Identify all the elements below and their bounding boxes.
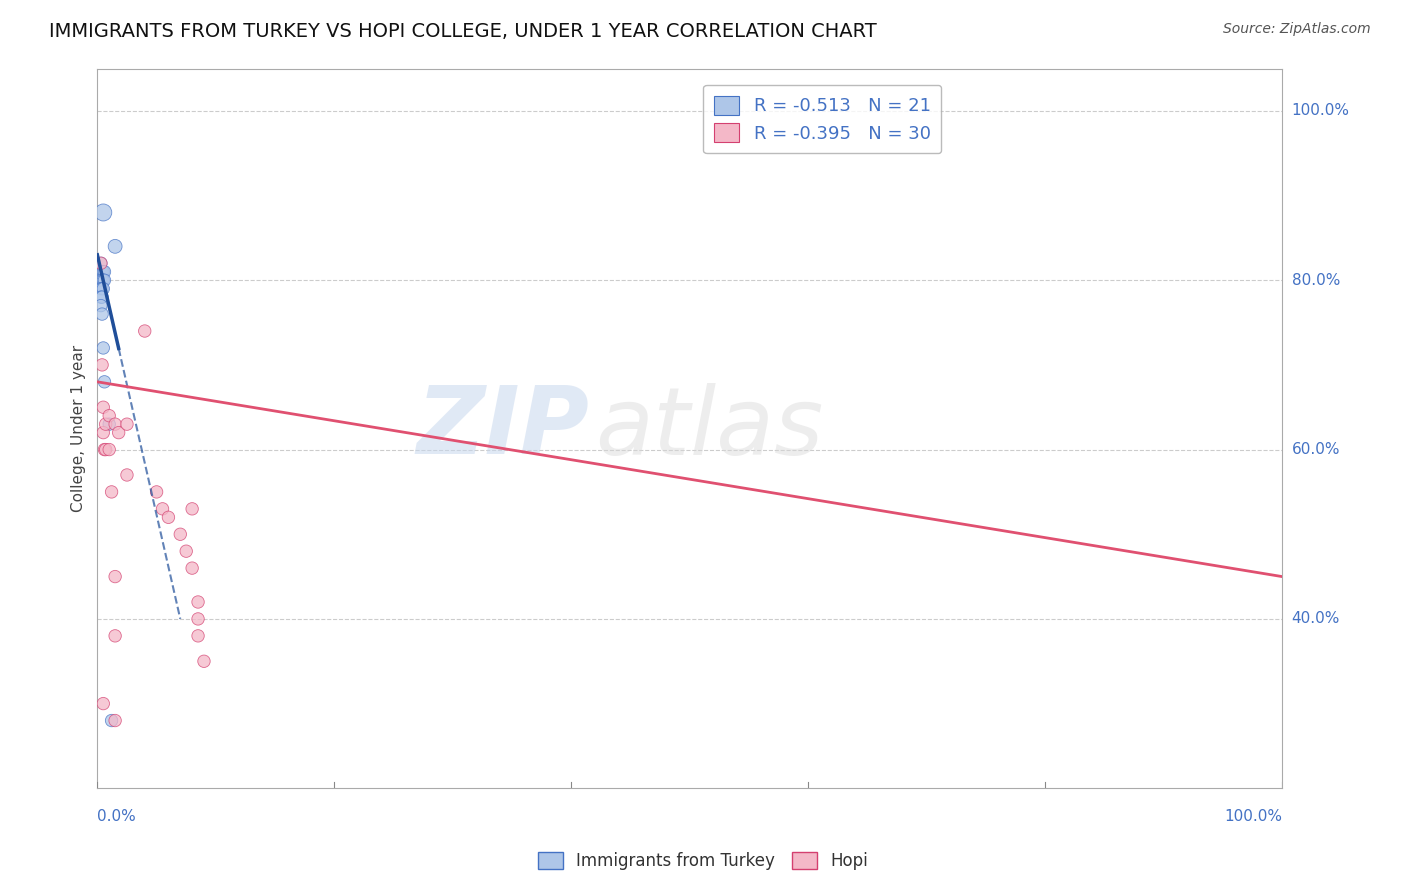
Point bbox=[90, 290, 112, 304]
Point bbox=[134, 324, 156, 338]
Point bbox=[90, 256, 112, 270]
Point bbox=[91, 290, 114, 304]
Point bbox=[98, 417, 121, 432]
Point bbox=[90, 256, 112, 270]
Text: IMMIGRANTS FROM TURKEY VS HOPI COLLEGE, UNDER 1 YEAR CORRELATION CHART: IMMIGRANTS FROM TURKEY VS HOPI COLLEGE, … bbox=[49, 22, 877, 41]
Text: 0.0%: 0.0% bbox=[97, 809, 136, 824]
Point bbox=[181, 501, 204, 516]
Point bbox=[93, 375, 115, 389]
Point bbox=[91, 273, 114, 287]
Point bbox=[152, 501, 174, 516]
Point bbox=[93, 265, 115, 279]
Point bbox=[91, 307, 114, 321]
Point bbox=[91, 273, 114, 287]
Point bbox=[100, 484, 122, 499]
Point bbox=[90, 299, 112, 313]
Text: 40.0%: 40.0% bbox=[1292, 611, 1340, 626]
Point bbox=[91, 401, 114, 415]
Legend: Immigrants from Turkey, Hopi: Immigrants from Turkey, Hopi bbox=[531, 845, 875, 877]
Point bbox=[91, 282, 114, 296]
Point bbox=[174, 544, 197, 558]
Point bbox=[187, 612, 209, 626]
Text: Source: ZipAtlas.com: Source: ZipAtlas.com bbox=[1223, 22, 1371, 37]
Point bbox=[104, 629, 127, 643]
Text: 100.0%: 100.0% bbox=[1225, 809, 1282, 824]
Point bbox=[104, 239, 127, 253]
Legend: R = -0.513   N = 21, R = -0.395   N = 30: R = -0.513 N = 21, R = -0.395 N = 30 bbox=[703, 85, 942, 153]
Point bbox=[91, 358, 114, 372]
Point bbox=[91, 697, 114, 711]
Point bbox=[91, 265, 114, 279]
Point bbox=[93, 442, 115, 457]
Point bbox=[90, 273, 112, 287]
Point bbox=[104, 714, 127, 728]
Point bbox=[90, 282, 112, 296]
Point bbox=[98, 409, 121, 423]
Point bbox=[91, 425, 114, 440]
Point bbox=[193, 654, 215, 668]
Point bbox=[91, 265, 114, 279]
Point bbox=[115, 417, 138, 432]
Point bbox=[181, 561, 204, 575]
Point bbox=[104, 569, 127, 583]
Point bbox=[91, 205, 114, 219]
Text: 60.0%: 60.0% bbox=[1292, 442, 1340, 457]
Point bbox=[100, 714, 122, 728]
Text: atlas: atlas bbox=[595, 383, 823, 474]
Point bbox=[187, 629, 209, 643]
Point bbox=[94, 417, 117, 432]
Point bbox=[115, 467, 138, 482]
Point bbox=[157, 510, 180, 524]
Y-axis label: College, Under 1 year: College, Under 1 year bbox=[72, 345, 86, 512]
Point bbox=[107, 425, 129, 440]
Text: 80.0%: 80.0% bbox=[1292, 273, 1340, 288]
Point bbox=[93, 273, 115, 287]
Point bbox=[94, 442, 117, 457]
Point bbox=[91, 341, 114, 355]
Point bbox=[145, 484, 167, 499]
Point bbox=[98, 442, 121, 457]
Text: ZIP: ZIP bbox=[416, 383, 589, 475]
Text: 100.0%: 100.0% bbox=[1292, 103, 1350, 119]
Point bbox=[104, 417, 127, 432]
Point bbox=[187, 595, 209, 609]
Point bbox=[91, 282, 114, 296]
Point bbox=[169, 527, 191, 541]
